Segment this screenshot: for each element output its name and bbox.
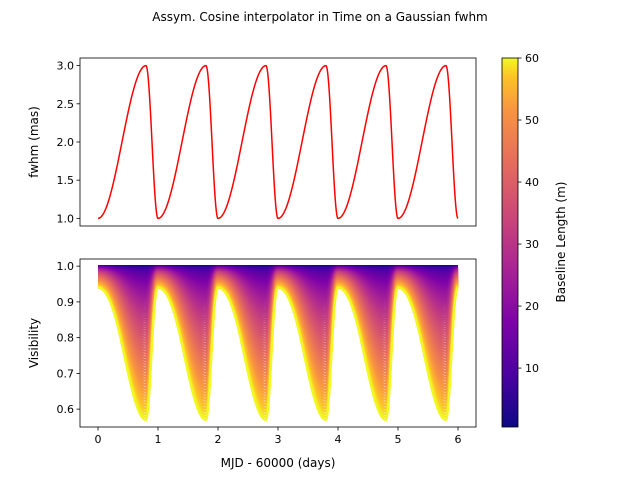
colorbar-tick-label: 10 bbox=[525, 362, 539, 375]
bottom-ytick-label: 0.9 bbox=[57, 296, 75, 309]
colorbar-frame bbox=[501, 57, 519, 428]
bottom-xtick-label: 4 bbox=[335, 433, 342, 446]
top-ytick-label: 2.0 bbox=[57, 136, 75, 149]
top-panel: 1.0 1.5 2.0 2.5 3.0 fwhm (mas) bbox=[27, 57, 477, 227]
colorbar-label: Baseline Length (m) bbox=[554, 182, 568, 303]
bottom-xtick-label: 3 bbox=[275, 433, 282, 446]
colorbar-tick-label: 20 bbox=[525, 300, 539, 313]
colorbar-tick-label: 50 bbox=[525, 114, 539, 127]
bottom-ytick-label: 0.8 bbox=[57, 332, 75, 345]
colorbar-gradient bbox=[502, 58, 518, 427]
colorbar-tick-label: 40 bbox=[525, 176, 539, 189]
bottom-xtick-label: 5 bbox=[395, 433, 402, 446]
top-ytick-label: 2.5 bbox=[57, 98, 75, 111]
bottom-xtick-label: 6 bbox=[455, 433, 462, 446]
colorbar-tick-label: 60 bbox=[525, 52, 539, 65]
bottom-panel: 0.6 0.7 0.8 0.9 1.0 0 1 2 3 4 5 6 Visibility MJD -… bbox=[27, 258, 477, 470]
top-axes-frame bbox=[79, 57, 477, 227]
bottom-xtick-label: 0 bbox=[95, 433, 102, 446]
bottom-ytick-label: 1.0 bbox=[57, 260, 75, 273]
top-ytick-label: 1.0 bbox=[57, 212, 75, 225]
bottom-series-group bbox=[97, 265, 459, 422]
bottom-xticks: 0 1 2 3 4 5 6 bbox=[95, 427, 462, 446]
colorbar: 10 20 30 40 50 60 Baseline Length (m) bbox=[501, 52, 568, 428]
top-series-group bbox=[97, 64, 459, 220]
bottom-xlabel: MJD - 60000 (days) bbox=[221, 456, 336, 470]
bottom-ytick-label: 0.6 bbox=[57, 403, 75, 416]
colorbar-ticks: 10 20 30 40 50 60 bbox=[518, 52, 539, 375]
bottom-xtick-label: 2 bbox=[215, 433, 222, 446]
colorbar-tick-label: 30 bbox=[525, 238, 539, 251]
bottom-yticks: 0.6 0.7 0.8 0.9 1.0 bbox=[57, 260, 80, 416]
top-ylabel: fwhm (mas) bbox=[27, 106, 41, 178]
bottom-ylabel: Visibility bbox=[27, 318, 41, 368]
fwhm-line bbox=[97, 64, 459, 220]
top-ytick-label: 1.5 bbox=[57, 174, 75, 187]
figure-title: Assym. Cosine interpolator in Time on a … bbox=[152, 10, 488, 24]
bottom-xtick-label: 1 bbox=[155, 433, 162, 446]
visibility-line bbox=[97, 286, 459, 422]
bottom-ytick-label: 0.7 bbox=[57, 367, 75, 380]
top-yticks: 1.0 1.5 2.0 2.5 3.0 bbox=[57, 60, 80, 225]
top-ytick-label: 3.0 bbox=[57, 60, 75, 73]
